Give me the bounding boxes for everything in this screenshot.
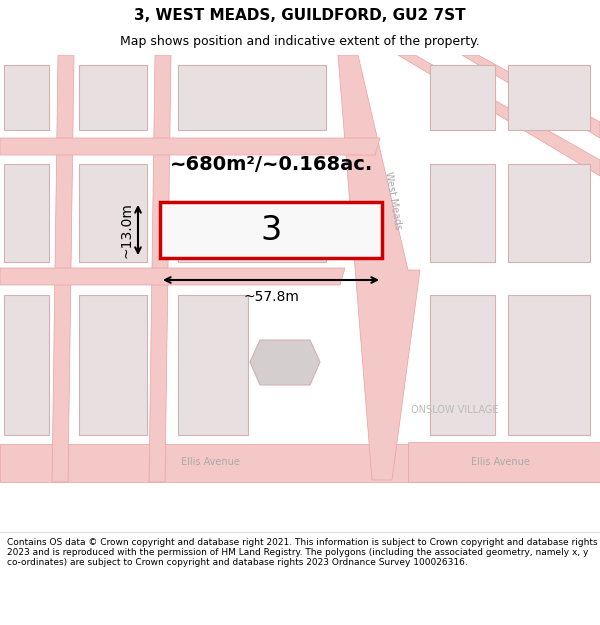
Text: ~13.0m: ~13.0m bbox=[120, 202, 134, 258]
Bar bbox=[178, 295, 248, 435]
Bar bbox=[4, 295, 49, 435]
Bar bbox=[178, 65, 326, 130]
Bar bbox=[508, 65, 590, 130]
Polygon shape bbox=[398, 55, 600, 176]
Polygon shape bbox=[0, 268, 345, 285]
Bar bbox=[79, 164, 147, 262]
Text: 3: 3 bbox=[260, 214, 281, 246]
Polygon shape bbox=[408, 442, 600, 482]
Bar bbox=[508, 295, 590, 435]
Text: ~57.8m: ~57.8m bbox=[243, 290, 299, 304]
Text: Ellis Avenue: Ellis Avenue bbox=[181, 457, 239, 467]
Bar bbox=[178, 222, 326, 262]
Bar bbox=[4, 164, 49, 262]
Bar bbox=[160, 202, 382, 258]
Text: 3, WEST MEADS, GUILDFORD, GU2 7ST: 3, WEST MEADS, GUILDFORD, GU2 7ST bbox=[134, 8, 466, 23]
Bar bbox=[79, 65, 147, 130]
Text: West Meads: West Meads bbox=[383, 170, 403, 230]
Polygon shape bbox=[250, 340, 320, 385]
Bar bbox=[4, 65, 49, 130]
Polygon shape bbox=[52, 55, 74, 482]
Text: Ellis Avenue: Ellis Avenue bbox=[470, 457, 529, 467]
Text: ONSLOW VILLAGE: ONSLOW VILLAGE bbox=[411, 405, 499, 415]
Text: Map shows position and indicative extent of the property.: Map shows position and indicative extent… bbox=[120, 35, 480, 48]
Polygon shape bbox=[338, 55, 420, 480]
Bar bbox=[430, 164, 495, 262]
Polygon shape bbox=[462, 55, 600, 138]
Bar bbox=[508, 164, 590, 262]
Bar bbox=[0, 444, 600, 482]
Text: ~680m²/~0.168ac.: ~680m²/~0.168ac. bbox=[169, 154, 373, 174]
Polygon shape bbox=[149, 55, 171, 482]
Text: Contains OS data © Crown copyright and database right 2021. This information is : Contains OS data © Crown copyright and d… bbox=[7, 538, 598, 568]
Bar bbox=[430, 65, 495, 130]
Bar bbox=[430, 295, 495, 435]
Polygon shape bbox=[0, 138, 380, 155]
Bar bbox=[79, 295, 147, 435]
